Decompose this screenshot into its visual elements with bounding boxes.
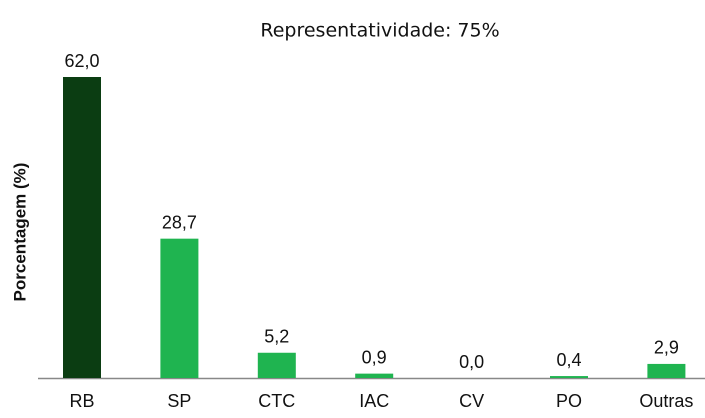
bar xyxy=(647,363,686,378)
x-tick-label: CV xyxy=(459,391,484,411)
data-label: 2,9 xyxy=(654,338,679,358)
x-tick-label: SP xyxy=(167,391,191,411)
x-tick-label: RB xyxy=(69,391,94,411)
bar xyxy=(257,352,296,378)
data-label: 0,4 xyxy=(556,350,581,370)
data-label: 28,7 xyxy=(162,212,197,232)
bar xyxy=(63,77,101,378)
y-axis-label: Porcentagem (%) xyxy=(10,163,29,302)
data-label: 0,0 xyxy=(459,352,484,372)
bar xyxy=(355,373,394,378)
x-tick-label: PO xyxy=(556,391,582,411)
x-tick-label: IAC xyxy=(359,391,389,411)
data-label: 0,9 xyxy=(362,347,387,367)
x-tick-label: Outras xyxy=(639,391,693,411)
chart-title: Representatividade: 75% xyxy=(260,20,499,42)
bar xyxy=(160,238,199,378)
data-label: 5,2 xyxy=(264,327,289,347)
data-label: 62,0 xyxy=(64,51,99,71)
x-tick-label: CTC xyxy=(258,391,295,411)
bar xyxy=(550,376,588,378)
